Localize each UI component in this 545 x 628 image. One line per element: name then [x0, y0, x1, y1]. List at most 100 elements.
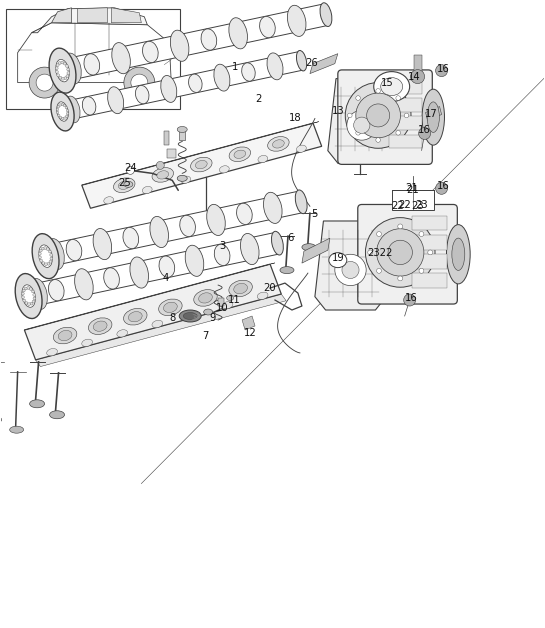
Bar — [389, 116, 422, 130]
Circle shape — [356, 131, 360, 135]
FancyBboxPatch shape — [358, 205, 457, 304]
Circle shape — [38, 252, 41, 255]
Ellipse shape — [287, 5, 306, 36]
Bar — [389, 134, 422, 148]
Text: 1: 1 — [232, 62, 238, 72]
Ellipse shape — [198, 293, 213, 303]
Text: 26: 26 — [306, 58, 318, 68]
Circle shape — [59, 116, 62, 119]
Text: 14: 14 — [408, 72, 421, 82]
Ellipse shape — [280, 267, 294, 274]
Ellipse shape — [50, 411, 64, 419]
Ellipse shape — [123, 227, 138, 249]
Text: 8: 8 — [169, 313, 175, 323]
Ellipse shape — [112, 43, 130, 73]
Ellipse shape — [107, 87, 124, 114]
Ellipse shape — [263, 192, 282, 224]
Circle shape — [377, 268, 382, 273]
Text: 21: 21 — [406, 185, 419, 195]
Circle shape — [55, 67, 58, 70]
Circle shape — [428, 250, 433, 255]
Text: 2322: 2322 — [367, 248, 392, 258]
Polygon shape — [82, 122, 319, 185]
Ellipse shape — [56, 60, 69, 82]
Circle shape — [49, 250, 51, 253]
Ellipse shape — [180, 215, 196, 237]
Ellipse shape — [229, 18, 247, 49]
Ellipse shape — [57, 102, 68, 121]
Ellipse shape — [84, 54, 100, 75]
Circle shape — [49, 260, 52, 263]
Text: 18: 18 — [289, 114, 301, 124]
Text: 11: 11 — [228, 295, 240, 305]
Circle shape — [42, 262, 45, 264]
Ellipse shape — [161, 75, 177, 102]
Circle shape — [64, 77, 67, 80]
Ellipse shape — [257, 292, 268, 300]
FancyBboxPatch shape — [338, 70, 432, 165]
Circle shape — [419, 232, 424, 237]
Ellipse shape — [93, 229, 112, 259]
Circle shape — [367, 104, 390, 127]
Ellipse shape — [64, 96, 80, 123]
Ellipse shape — [381, 78, 403, 95]
Ellipse shape — [220, 166, 229, 173]
Circle shape — [65, 106, 68, 109]
Circle shape — [47, 263, 50, 265]
Ellipse shape — [229, 280, 252, 297]
Ellipse shape — [240, 234, 259, 264]
Circle shape — [39, 256, 41, 259]
Ellipse shape — [452, 238, 465, 271]
Bar — [414, 55, 422, 77]
Ellipse shape — [234, 283, 247, 294]
Ellipse shape — [271, 231, 283, 255]
Text: 16: 16 — [405, 293, 418, 303]
Bar — [5, 9, 180, 109]
Text: 3: 3 — [219, 241, 225, 251]
Circle shape — [66, 109, 69, 112]
Ellipse shape — [183, 313, 197, 320]
Circle shape — [58, 62, 61, 65]
Ellipse shape — [47, 349, 57, 356]
Ellipse shape — [159, 299, 182, 316]
Circle shape — [65, 115, 68, 117]
Circle shape — [60, 61, 64, 64]
Ellipse shape — [191, 157, 212, 172]
Polygon shape — [315, 221, 386, 310]
Circle shape — [398, 276, 403, 281]
Circle shape — [57, 106, 59, 108]
Ellipse shape — [104, 197, 113, 204]
Ellipse shape — [229, 147, 251, 161]
Polygon shape — [328, 78, 396, 163]
Ellipse shape — [234, 150, 246, 158]
Ellipse shape — [93, 321, 107, 332]
Ellipse shape — [152, 168, 173, 182]
Circle shape — [346, 82, 411, 148]
Circle shape — [64, 117, 66, 119]
Circle shape — [156, 161, 164, 170]
Bar — [164, 131, 169, 146]
Circle shape — [347, 111, 377, 140]
Circle shape — [66, 112, 69, 115]
Circle shape — [388, 241, 413, 264]
Text: 25: 25 — [118, 178, 131, 188]
Ellipse shape — [185, 245, 204, 276]
Circle shape — [61, 103, 63, 106]
Ellipse shape — [49, 48, 76, 93]
Circle shape — [44, 247, 47, 249]
Polygon shape — [426, 107, 441, 121]
Ellipse shape — [422, 89, 445, 145]
Circle shape — [126, 166, 135, 175]
Circle shape — [36, 74, 53, 91]
Circle shape — [356, 93, 401, 138]
Ellipse shape — [10, 426, 23, 433]
Bar — [412, 235, 447, 249]
Ellipse shape — [193, 290, 217, 306]
Ellipse shape — [29, 400, 45, 408]
Ellipse shape — [49, 279, 64, 301]
Text: 16: 16 — [418, 126, 431, 136]
Text: 24: 24 — [124, 163, 137, 173]
Ellipse shape — [53, 327, 77, 344]
Ellipse shape — [374, 72, 410, 102]
Circle shape — [131, 74, 148, 91]
